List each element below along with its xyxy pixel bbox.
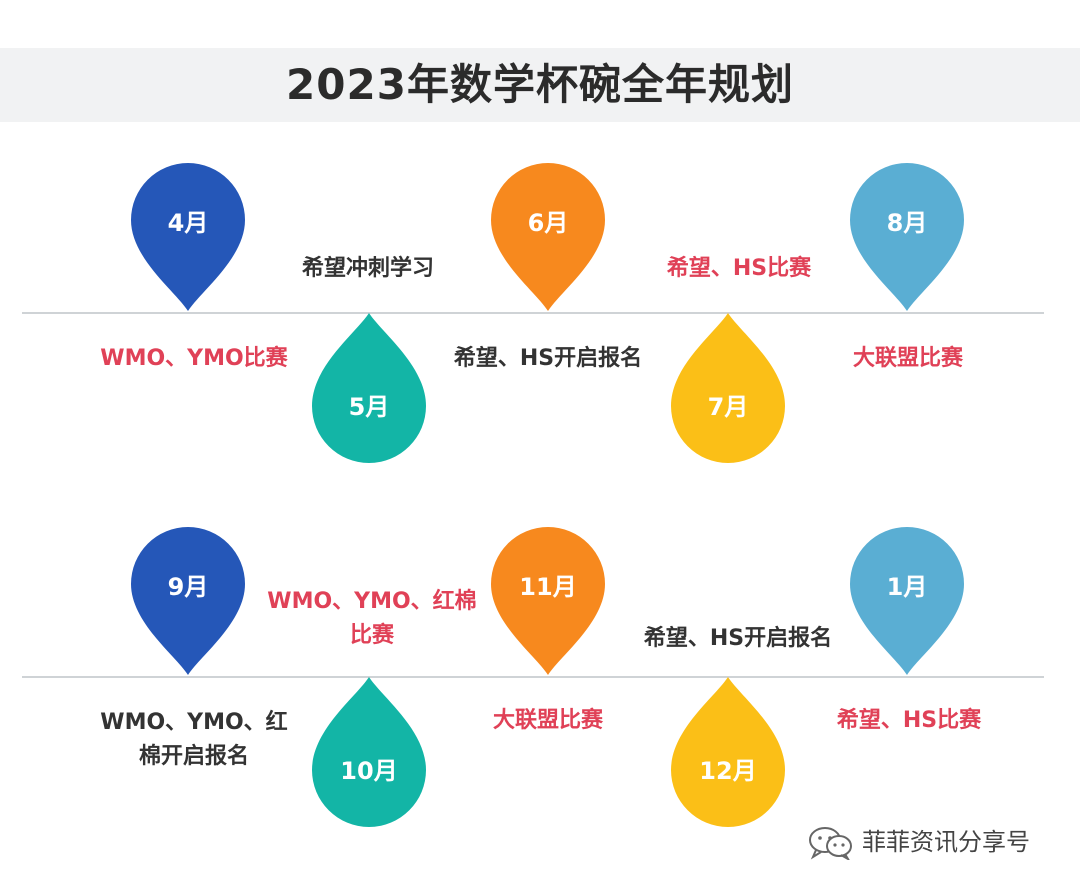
- event-october: WMO、YMO、红棉 比赛: [252, 585, 492, 653]
- event-august: 大联盟比赛: [852, 346, 963, 371]
- month-label: 12月: [699, 757, 757, 785]
- month-label: 5月: [348, 393, 390, 421]
- month-label: 9月: [167, 573, 209, 601]
- month-label: 8月: [886, 209, 928, 237]
- page-title: 2023年数学杯碗全年规划: [286, 60, 794, 109]
- event-april: WMO、YMO比赛: [100, 346, 288, 371]
- event-november: 大联盟比赛: [492, 708, 603, 733]
- pin-november: 11月: [491, 527, 605, 677]
- event-january: 希望、HS比赛: [836, 708, 982, 733]
- pin-august: 8月: [850, 163, 964, 313]
- pin-october: 10月: [312, 675, 426, 827]
- wechat-icon: [808, 826, 854, 864]
- timeline-row-1: [22, 312, 1044, 314]
- event-july: 希望、HS比赛: [666, 256, 812, 281]
- event-september: WMO、YMO、红 棉开启报名: [72, 706, 316, 774]
- event-september-line1: WMO、YMO、红: [100, 710, 288, 735]
- watermark-text: 菲菲资讯分享号: [862, 828, 1030, 856]
- timeline-row-2: [22, 676, 1044, 678]
- pin-september: 9月: [131, 527, 245, 677]
- month-label: 4月: [167, 209, 209, 237]
- month-label: 6月: [527, 209, 569, 237]
- pin-may: 5月: [312, 311, 426, 463]
- event-december: 希望、HS开启报名: [643, 626, 833, 651]
- pin-december: 12月: [671, 675, 785, 827]
- pin-july: 7月: [671, 311, 785, 463]
- pin-june: 6月: [491, 163, 605, 313]
- month-label: 7月: [707, 393, 749, 421]
- watermark: 菲菲资讯分享号: [808, 822, 1058, 862]
- month-label: 10月: [340, 757, 398, 785]
- month-label: 11月: [519, 573, 577, 601]
- title-bar: [0, 48, 1080, 122]
- event-october-line2: 比赛: [349, 623, 394, 648]
- event-september-line2: 棉开启报名: [138, 744, 249, 769]
- event-may: 希望冲刺学习: [301, 256, 434, 281]
- month-label: 1月: [886, 573, 928, 601]
- event-october-line1: WMO、YMO、红棉: [267, 589, 477, 614]
- pin-april: 4月: [131, 163, 245, 313]
- event-june: 希望、HS开启报名: [453, 346, 643, 371]
- pin-january: 1月: [850, 527, 964, 677]
